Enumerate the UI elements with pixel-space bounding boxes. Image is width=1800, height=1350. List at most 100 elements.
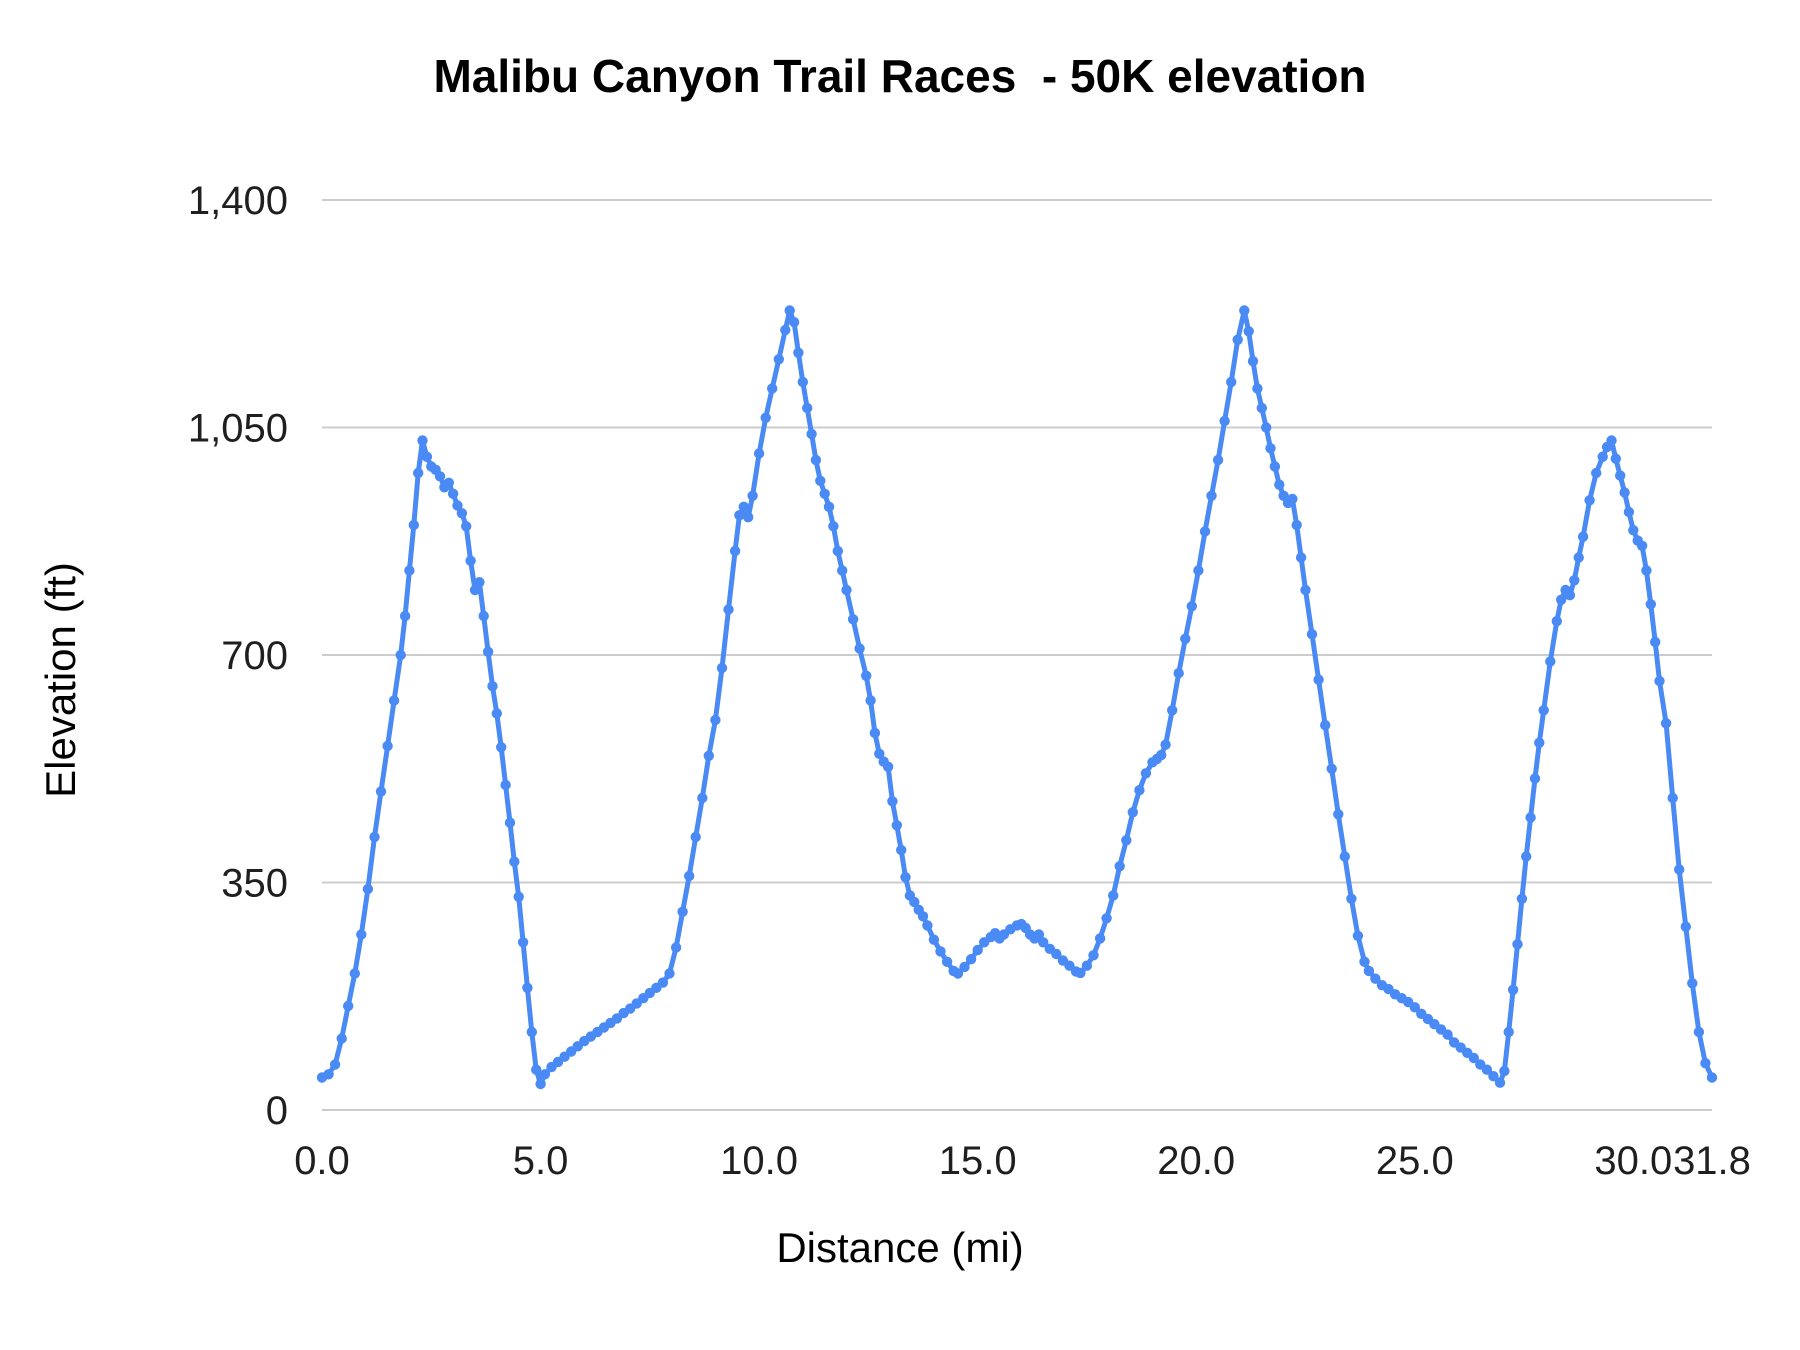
data-point-marker [788, 317, 800, 328]
data-point-marker [1232, 334, 1243, 345]
data-point-marker [697, 792, 708, 804]
data-point-marker [1680, 921, 1692, 932]
data-point-marker [349, 968, 360, 979]
data-point-marker [1320, 720, 1331, 731]
data-point-marker [329, 1059, 341, 1070]
data-point-marker [1525, 812, 1536, 823]
data-point-marker [1127, 807, 1139, 818]
data-point-marker [806, 428, 817, 440]
data-point-marker [810, 454, 822, 466]
data-point-marker [1121, 835, 1132, 846]
data-point-marker [1619, 487, 1630, 498]
data-point-marker [1173, 668, 1184, 679]
data-point-marker [452, 500, 463, 511]
data-point-marker [421, 451, 433, 462]
y-tick-label: 350 [221, 862, 288, 906]
data-point-marker [1326, 763, 1337, 774]
y-axis-label: Elevation (ft) [37, 562, 84, 798]
data-point-marker [1674, 864, 1685, 875]
data-point-marker [496, 742, 507, 753]
axis-tick-labels: 0 350 700 1,050 1,400 0.0 5.0 10.0 15.0 20.0 25.0 3… [188, 179, 1751, 1183]
data-point-marker [356, 929, 367, 940]
data-point-marker [677, 906, 688, 917]
data-point-marker [1538, 705, 1549, 716]
data-point-marker [1494, 1077, 1506, 1088]
data-point-marker [1038, 937, 1049, 948]
data-point-marker [1051, 948, 1062, 960]
data-point-marker [874, 748, 885, 759]
data-point-marker [404, 565, 415, 576]
data-point-marker [469, 584, 481, 596]
chart-title: Malibu Canyon Trail Races - 50K elevatio… [433, 50, 1366, 102]
data-point-marker [443, 477, 454, 488]
data-point-marker [891, 820, 902, 831]
data-point-marker [917, 911, 929, 922]
data-point-marker [1134, 785, 1145, 796]
data-point-marker [753, 448, 765, 459]
data-point-marker [1584, 495, 1595, 506]
data-point-marker [1287, 493, 1298, 505]
x-tick-label: 5.0 [513, 1139, 569, 1183]
data-point-marker [362, 883, 374, 895]
data-point-marker [1140, 768, 1152, 779]
data-point-marker [1660, 718, 1672, 729]
data-point-marker [456, 508, 468, 519]
data-point-marker [909, 896, 920, 908]
data-point-marker [784, 305, 795, 316]
data-point-marker [1256, 402, 1268, 414]
data-point-marker [517, 937, 529, 948]
data-point-marker [434, 471, 446, 482]
data-point-marker [522, 982, 533, 993]
data-point-marker [773, 354, 784, 365]
data-point-marker [408, 519, 419, 531]
data-point-marker [941, 956, 953, 967]
data-point-marker [500, 779, 511, 791]
data-point-marker [1606, 435, 1617, 446]
data-point-marker [690, 831, 701, 843]
data-point-marker [447, 488, 459, 499]
data-point-marker [478, 610, 489, 622]
data-point-marker [1219, 415, 1230, 427]
data-point-marker [928, 934, 940, 945]
x-tick-label: 20.0 [1157, 1139, 1235, 1183]
data-point-marker [509, 856, 520, 867]
data-point-marker [526, 1026, 537, 1038]
data-point-marker [491, 708, 502, 719]
y-tick-label: 700 [221, 634, 288, 678]
data-point-marker [767, 383, 778, 394]
data-point-marker [1269, 461, 1281, 472]
y-tick-label: 1,050 [188, 407, 288, 451]
data-point-marker [1180, 633, 1191, 644]
data-point-marker [828, 521, 839, 532]
data-point-marker [935, 946, 946, 957]
data-point-marker [1641, 565, 1652, 576]
data-point-marker [1623, 506, 1635, 518]
data-point-marker [1101, 913, 1112, 924]
x-tick-label: 25.0 [1376, 1139, 1454, 1183]
data-point-marker [1114, 861, 1125, 872]
data-point-marker [760, 412, 771, 423]
data-point-marker [896, 844, 907, 856]
data-point-marker [1488, 1071, 1499, 1082]
data-point-marker [823, 501, 835, 512]
data-point-marker [1088, 950, 1099, 961]
data-point-marker [887, 796, 898, 807]
data-point-marker [1160, 739, 1171, 750]
data-point-marker [1569, 575, 1580, 586]
data-point-marker [1081, 960, 1093, 971]
data-point-marker [1591, 467, 1602, 479]
x-tick-label: 0.0 [294, 1139, 350, 1183]
data-point-marker [723, 604, 734, 615]
data-point-marker [1193, 565, 1204, 576]
data-point-marker [1706, 1072, 1718, 1083]
data-point-marker [1516, 893, 1528, 904]
data-point-marker [1265, 443, 1276, 454]
data-point-marker [482, 646, 494, 657]
data-point-marker [413, 467, 424, 479]
data-point-marker [670, 942, 682, 953]
data-point-marker [504, 817, 516, 828]
data-point-marker [388, 695, 400, 706]
data-point-marker [729, 545, 741, 557]
data-point-marker [793, 347, 804, 358]
data-point-marker [474, 577, 485, 588]
